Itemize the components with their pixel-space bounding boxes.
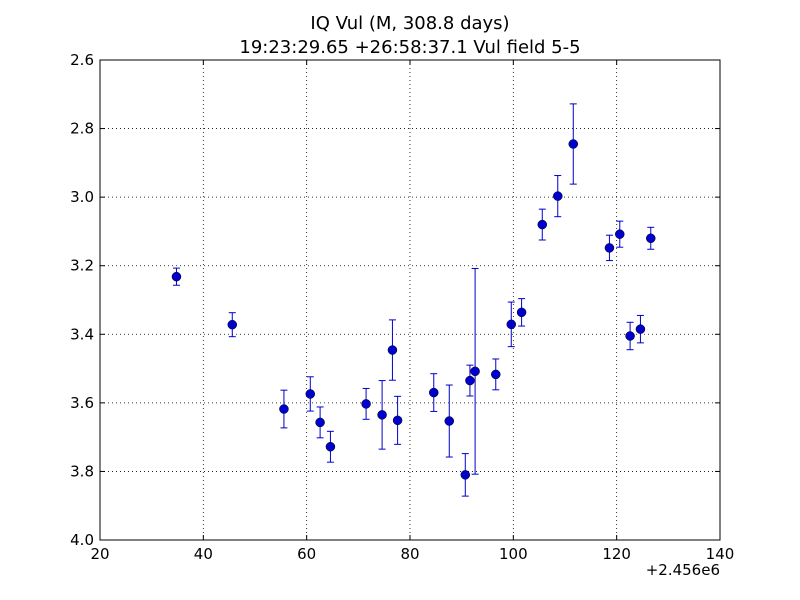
x-tick-label: 20 [90,545,109,563]
data-point [516,307,527,318]
data-point [444,416,455,426]
y-tick-label: 3.2 [70,257,94,275]
y-tick-label: 3.4 [70,325,94,343]
chart-title: IQ Vul (M, 308.8 days) [310,13,509,34]
data-point [171,271,182,282]
data-point [537,219,548,230]
plot-area-frame [99,59,721,541]
chart-subtitle: 19:23:29.65 +26:58:37.1 Vul field 5-5 [239,37,580,58]
x-tick-label: 60 [297,545,316,563]
data-point [491,369,501,380]
x-tick-label: 120 [602,545,631,563]
data-point [460,470,471,480]
data-point [305,389,316,399]
data-point [625,331,635,341]
data-point [325,441,336,452]
y-tick-label: 4.0 [70,531,94,549]
data-point [392,415,403,426]
data-point [615,229,625,239]
data-point [470,366,480,377]
data-point [429,387,439,398]
data-point [315,417,325,428]
data-point [646,233,656,244]
data-points [171,139,656,480]
data-point [377,410,387,420]
data-point [604,243,615,253]
x-tick-labels: 20 40 60 80 100 120 140 [90,545,734,563]
data-point [465,375,475,386]
x-tick-label: 80 [400,545,419,563]
data-point [553,191,563,201]
x-tick-label: 40 [194,545,213,563]
y-tick-label: 3.6 [70,394,94,412]
data-point [279,404,289,414]
data-point [361,399,371,409]
x-tick-label: 100 [499,545,528,563]
grid-lines [100,60,720,540]
data-point [387,345,398,355]
data-point [227,319,238,330]
y-tick-label: 3.8 [70,462,94,480]
data-point [506,319,517,330]
y-tick-labels: 2.6 2.8 3.0 3.2 3.4 3.6 3.8 4.0 [70,51,94,549]
y-tick-label: 3.0 [70,188,94,206]
x-tick-label: 140 [706,545,735,563]
data-point [635,324,646,334]
x-axis-offset-label: +2.456e6 [646,561,720,579]
data-point [568,139,579,149]
y-tick-label: 2.6 [70,51,94,69]
y-tick-label: 2.8 [70,120,94,138]
